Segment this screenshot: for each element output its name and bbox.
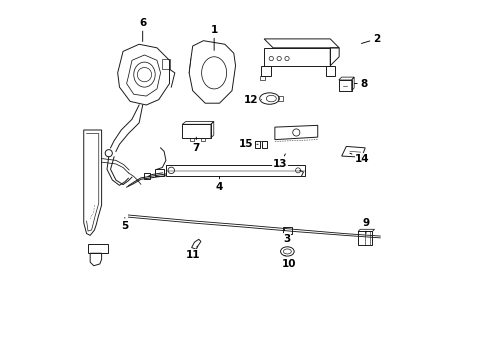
Text: 4: 4 bbox=[215, 176, 223, 192]
Text: 13: 13 bbox=[272, 154, 287, 169]
Text: 9: 9 bbox=[362, 218, 369, 234]
Text: 10: 10 bbox=[281, 256, 296, 269]
Bar bbox=[182, 124, 210, 138]
Bar bbox=[165, 165, 305, 176]
Text: 5: 5 bbox=[121, 217, 128, 231]
Text: 8: 8 bbox=[354, 78, 367, 89]
Text: 7: 7 bbox=[192, 137, 200, 153]
Bar bbox=[201, 138, 205, 141]
Bar bbox=[190, 138, 194, 141]
Bar bbox=[325, 66, 334, 76]
Bar bbox=[357, 231, 372, 245]
Bar bbox=[155, 168, 164, 176]
Bar bbox=[261, 141, 267, 148]
Text: 3: 3 bbox=[283, 229, 290, 244]
Bar bbox=[162, 59, 170, 69]
Text: 15: 15 bbox=[239, 139, 258, 149]
Bar bbox=[143, 173, 150, 179]
Text: 2: 2 bbox=[361, 34, 380, 44]
Bar bbox=[260, 66, 271, 76]
Text: 12: 12 bbox=[243, 95, 261, 105]
Bar bbox=[278, 96, 282, 102]
Text: 14: 14 bbox=[349, 153, 369, 163]
Text: 6: 6 bbox=[139, 18, 146, 41]
Text: 1: 1 bbox=[210, 25, 217, 50]
Bar bbox=[259, 76, 264, 80]
Bar bbox=[338, 80, 351, 91]
Bar bbox=[88, 244, 107, 253]
Text: 11: 11 bbox=[185, 246, 200, 260]
Bar bbox=[254, 141, 260, 148]
Bar bbox=[283, 227, 291, 234]
